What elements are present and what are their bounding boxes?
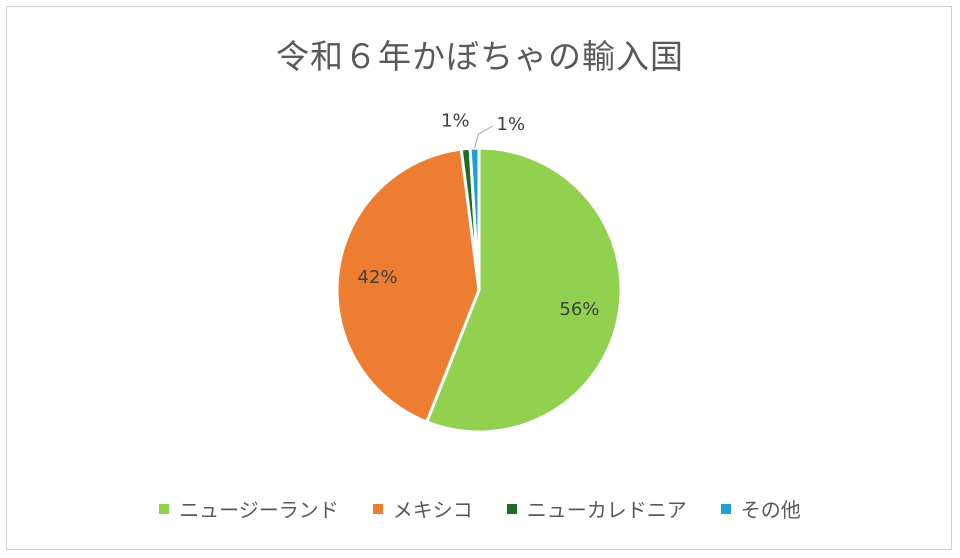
- legend-swatch: [720, 503, 731, 514]
- leader-line: [474, 125, 493, 149]
- legend: ニュージーランド メキシコ ニューカレドニア その他: [0, 494, 960, 523]
- legend-label: その他: [740, 498, 801, 522]
- legend-label: メキシコ: [392, 498, 473, 522]
- legend-label: ニュージーランド: [179, 498, 339, 522]
- legend-swatch: [506, 503, 517, 514]
- legend-swatch: [159, 503, 170, 514]
- data-label: 1%: [441, 111, 470, 132]
- legend-item-other: その他: [720, 494, 801, 523]
- legend-label: ニューカレドニア: [526, 498, 687, 522]
- chart-title: 令和６年かぼちゃの輸入国: [276, 37, 684, 76]
- legend-item-new-caledonia: ニューカレドニア: [506, 494, 687, 523]
- legend-item-mexico: メキシコ: [372, 494, 473, 523]
- data-label: 56%: [559, 299, 599, 320]
- slice-new-zealand: [424, 146, 623, 434]
- slice-mexico: [335, 147, 481, 424]
- legend-item-new-zealand: ニュージーランド: [159, 494, 339, 523]
- legend-swatch: [372, 503, 383, 514]
- data-label: 42%: [358, 267, 398, 288]
- data-label: 1%: [497, 114, 526, 135]
